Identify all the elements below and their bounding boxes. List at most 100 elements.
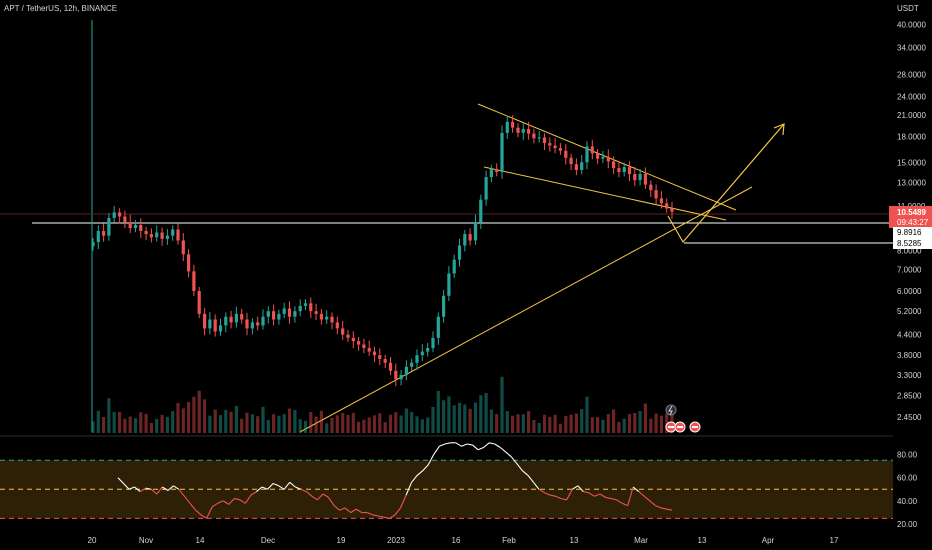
candle-body [553,145,557,149]
current-price-tag [889,206,932,228]
rsi-pane[interactable]: 80.00 60.00 40.00 20.00 [0,435,918,529]
rsi-line-segment [483,442,490,448]
time-axis[interactable]: 20 Nov 14 Dec 19 2023 16 Feb 13 Mar 13 Apr 17 [88,536,839,545]
rsi-line-segment [189,502,197,511]
rsi-line-segment [583,491,590,494]
lightning-icon[interactable] [665,404,677,416]
volume-bar [410,411,414,433]
candle-body [272,311,276,320]
rsi-line-segment [655,505,662,509]
candle-body [250,322,254,329]
volume-bar [133,418,138,433]
price-tick-label: 28.0000 [897,71,926,80]
rsi-line-segment [461,443,468,447]
volume-bar [649,418,653,433]
time-tick-label: Nov [139,536,153,545]
trendline-drawings[interactable] [0,20,893,433]
ascending-support-line[interactable] [299,186,753,433]
candle-body [229,316,233,323]
volume-bar [574,413,578,433]
candle-body [128,222,132,228]
rsi-line-segment [228,498,235,505]
rsi-line-segment [538,488,545,494]
level-tag-lower [893,238,932,249]
volume-bar [473,402,478,433]
volume-bar [431,407,435,433]
rsi-line-segment [184,495,191,504]
time-tick-label: 17 [830,536,839,545]
volume-bar [298,419,302,433]
price-tags: 10.5489 09:43:27 9.8916 8.5285 [889,206,932,249]
candle-body [133,225,138,228]
rsi-line-segment [167,485,174,491]
candle-body [341,328,345,335]
volume-bar [91,421,95,433]
projection-path[interactable] [667,123,785,244]
candle-body [643,174,647,185]
rsi-line-segment [444,442,451,445]
rsi-line-segment [522,470,529,476]
volume-bar [558,423,562,433]
volume-bar [537,423,541,433]
candle-body [224,316,228,326]
level-label-upper: 9.8916 [897,228,922,237]
rsi-line-segment [422,464,429,472]
candle-body [330,316,334,323]
volume-bar [415,416,419,433]
rsi-line-segment [544,492,551,496]
wedge-lower-line[interactable] [483,166,727,221]
volume-bar [351,412,355,433]
volume-bar [638,411,642,433]
price-axis[interactable]: 40.0000 34.0000 28.0000 24.0000 21.0000 18.00… [897,21,926,422]
candle-body [665,203,669,209]
rsi-line-segment [283,481,291,490]
candle-body [309,303,313,312]
price-tick-label: 34.0000 [897,43,926,52]
volume-bar [128,416,132,433]
volume-bar [527,411,531,433]
symbol-title: APT / TetherUS, 12h, BINANCE [4,4,117,13]
candle-body [208,319,212,329]
rsi-line-segment [632,486,640,493]
candle-body [362,344,366,348]
volume-bar [617,421,621,433]
volume-bar [303,420,308,433]
volume-bar [171,411,175,433]
volume-bar [266,419,270,433]
volume-bar [187,401,191,433]
rsi-line-segment [178,488,185,497]
candle-body [580,162,584,170]
rsi-line-segment [466,443,473,446]
rsi-line-segment [621,502,628,507]
volume-bar [96,410,100,433]
rsi-line-segment [350,508,357,514]
rsi-line-segment [200,514,207,519]
price-tick-label: 3.8000 [897,351,922,360]
volume-bar [633,413,637,433]
candle-body [596,153,600,159]
price-tick-label: 13.0000 [897,178,926,187]
rsi-line-segment [244,494,252,504]
candle-body [415,355,419,363]
volume-bar [580,409,584,433]
candle-body [654,190,658,199]
volume-bar [309,411,313,433]
time-tick-label: 20 [88,536,97,545]
candle-body [107,217,111,236]
candle-body [165,235,169,239]
event-badges[interactable] [665,404,701,433]
candle-body [256,322,260,326]
rsi-line-segment [311,495,318,501]
volume-bar [240,418,244,433]
volume-bar [261,406,265,433]
price-tick-label: 15.0000 [897,158,926,167]
time-tick-label: Apr [762,536,775,545]
candle-body [357,341,361,345]
rsi-line-segment [378,515,385,518]
candle-body [192,271,196,291]
projection-arrowhead[interactable] [773,123,785,136]
rsi-line-segment [117,477,124,484]
rsi-line-segment [494,443,501,448]
